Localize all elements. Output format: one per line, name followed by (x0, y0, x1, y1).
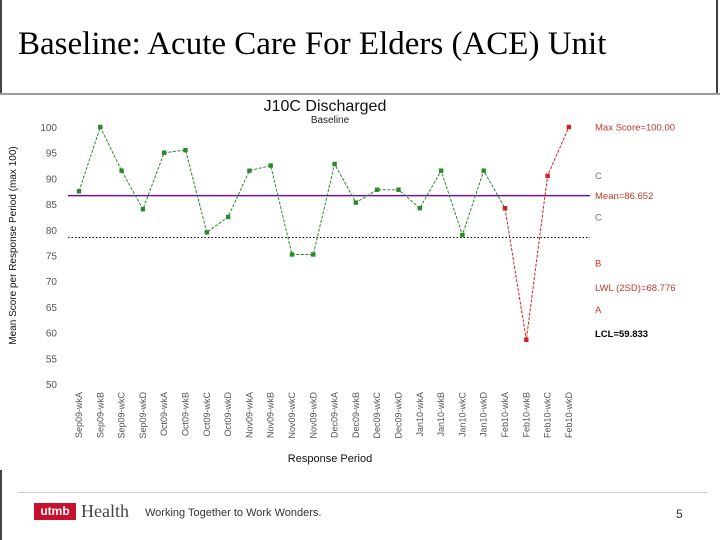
data-point-baseline (140, 207, 146, 212)
x-tick-label: Sep09-wkD (138, 392, 148, 439)
data-point-baseline (268, 163, 273, 168)
x-tick-label: Oct09-wkC (202, 392, 212, 437)
y-tick-label: 95 (46, 149, 58, 160)
y-tick-label: 85 (46, 200, 58, 211)
x-tick-label: Feb10-wkD (564, 392, 574, 439)
x-tick-label: Nov09-wkC (287, 392, 297, 439)
y-tick-label: 60 (46, 329, 58, 340)
x-tick-label: Dec09-wkB (351, 392, 361, 438)
reference-label: LCL=59.833 (595, 329, 648, 340)
frame-left-lower-border (0, 470, 2, 540)
frame-left-border (0, 0, 2, 95)
reference-label: C (595, 171, 602, 182)
x-axis-label: Response Period (288, 453, 372, 465)
series-line-after (504, 126, 570, 340)
data-point-baseline (353, 200, 359, 205)
x-tick-label: Oct09-wkA (159, 392, 169, 436)
footer-tagline: Working Together to Work Wonders. (145, 507, 322, 519)
data-point-baseline (162, 150, 167, 155)
data-point-baseline (396, 187, 401, 192)
y-tick-label: 65 (46, 303, 58, 314)
data-point-baseline (247, 168, 252, 173)
data-point-after (502, 206, 508, 211)
frame-right-border (716, 0, 718, 95)
x-tick-label: Sep09-wkC (117, 392, 127, 439)
utmb-logo-mark: utmb (34, 503, 76, 520)
data-point-baseline (311, 252, 316, 257)
y-axis-label: Mean Score per Response Period (max 100) (8, 146, 19, 344)
y-tick-label: 55 (46, 354, 58, 365)
reference-label: LWL (2SD)=68.776 (595, 283, 676, 294)
data-point-baseline (119, 168, 124, 173)
reference-label: Max Score=100.00 (595, 123, 675, 134)
data-point-baseline (481, 168, 486, 173)
reference-label: C (595, 212, 602, 223)
reference-label: Mean=86.652 (595, 191, 653, 202)
data-point-baseline (204, 230, 209, 235)
data-point-baseline (183, 147, 188, 153)
x-tick-label: Oct09-wkD (223, 392, 233, 437)
y-tick-label: 70 (46, 277, 58, 288)
y-tick-label: 75 (46, 252, 58, 263)
x-tick-label: Nov09-wkB (266, 392, 276, 438)
data-point-baseline (332, 161, 337, 167)
x-tick-label: Dec09-wkC (372, 392, 382, 439)
chart-title: J10C Discharged (264, 98, 387, 115)
x-tick-label: Sep09-wkA (74, 392, 84, 438)
data-point-baseline (98, 124, 103, 130)
y-tick-label: 100 (40, 123, 57, 134)
footer-divider (18, 492, 708, 493)
x-tick-label: Jan10-wkC (457, 392, 467, 438)
data-point-baseline (438, 168, 444, 173)
data-point-after (566, 124, 572, 130)
x-tick-label: Nov09-wkD (308, 392, 318, 439)
x-tick-label: Oct09-wkB (181, 392, 191, 436)
x-tick-label: Feb10-wkC (543, 392, 553, 439)
series-line-baseline (78, 125, 506, 255)
x-tick-label: Jan10-wkD (479, 392, 489, 438)
data-point-baseline (289, 252, 295, 257)
x-tick-label: Sep09-wkB (95, 392, 105, 438)
x-tick-label: Nov09-wkA (244, 392, 254, 438)
title-divider (0, 93, 720, 95)
x-tick-label: Dec09-wkD (394, 392, 404, 439)
reference-label: A (595, 305, 602, 316)
data-point-baseline (375, 187, 380, 192)
data-point-after (545, 173, 550, 179)
y-tick-label: 80 (46, 226, 58, 237)
x-tick-label: Feb10-wkA (500, 392, 510, 438)
x-tick-label: Dec09-wkA (330, 392, 340, 438)
data-point-after (524, 337, 529, 342)
x-tick-label: Jan10-wkB (436, 392, 446, 437)
reference-label: B (595, 259, 601, 270)
data-point-baseline (417, 206, 422, 211)
x-tick-label: Jan10-wkA (415, 392, 425, 437)
data-point-baseline (225, 214, 231, 220)
page-number: 5 (676, 507, 683, 521)
y-tick-label: 90 (46, 174, 58, 185)
chart-subtitle: Baseline (311, 115, 350, 126)
data-point-baseline (460, 232, 465, 238)
slide-title: Baseline: Acute Care For Elders (ACE) Un… (18, 26, 607, 62)
data-point-baseline (76, 189, 82, 194)
utmb-logo-word: Health (81, 501, 129, 521)
y-tick-label: 50 (46, 380, 58, 391)
x-tick-label: Feb10-wkB (521, 392, 531, 438)
